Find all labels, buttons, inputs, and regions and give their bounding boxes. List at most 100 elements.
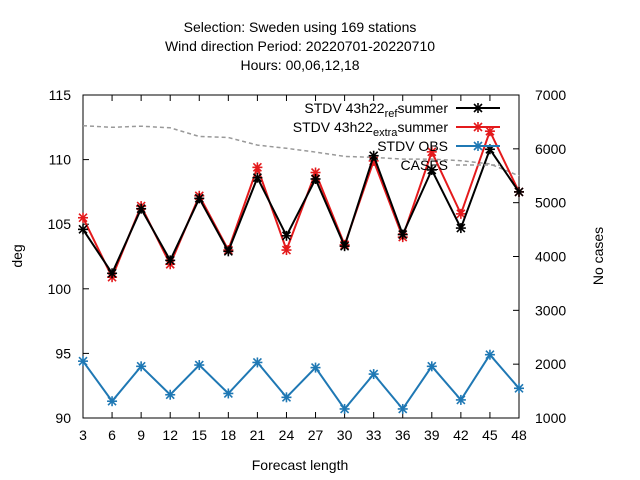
x-tick-label: 18	[221, 427, 237, 443]
legend-swatch-marker	[473, 122, 483, 132]
legend-entry: STDV 43h22extrasummer	[293, 119, 500, 139]
x-tick-label: 12	[162, 427, 178, 443]
legend-swatch-marker	[473, 103, 483, 113]
legend-label-part: summer	[397, 100, 448, 116]
data-point	[455, 208, 466, 219]
plot-frame	[82, 94, 520, 419]
x-tick-label: 48	[511, 427, 527, 443]
data-point	[426, 146, 437, 157]
data-point	[107, 268, 118, 279]
y-axis-label: deg	[9, 244, 25, 267]
x-tick-label: 30	[337, 427, 353, 443]
data-point	[136, 203, 147, 214]
series-line	[82, 128, 520, 280]
y2-tick-label: 5000	[535, 195, 566, 211]
title-line-3: Hours: 00,06,12,18	[240, 57, 359, 73]
legend-label-part: ref	[385, 108, 399, 120]
data-point	[252, 162, 263, 173]
data-point	[339, 403, 350, 414]
y-tick-label: 90	[55, 410, 71, 426]
data-point	[281, 392, 292, 403]
y-tick-label: 95	[55, 345, 71, 361]
data-point	[426, 164, 437, 175]
y-tick-label: 100	[48, 281, 72, 297]
x-tick-label: 33	[366, 427, 382, 443]
data-point	[514, 383, 524, 394]
legend-label-part: STDV 43h22	[293, 119, 373, 135]
series-3	[82, 124, 520, 177]
y2-tick-label: 6000	[535, 141, 566, 157]
legend-label: STDV 43h22refsummer	[304, 100, 448, 120]
data-point	[368, 150, 379, 161]
data-point	[223, 388, 234, 399]
series-2	[78, 349, 524, 414]
data-point	[310, 362, 321, 373]
legend-label-part: STDV 43h22	[304, 100, 384, 116]
y-tick-label: 110	[49, 152, 72, 168]
y2-tick-label: 1000	[535, 410, 566, 426]
x-tick-label: 36	[395, 427, 411, 443]
data-point	[136, 361, 147, 372]
y2-tick-label: 2000	[535, 356, 566, 372]
data-point	[78, 356, 88, 367]
data-point	[223, 246, 234, 257]
x-tick-label: 15	[191, 427, 207, 443]
data-point	[78, 224, 88, 235]
series-0	[78, 144, 524, 279]
legend-entry: STDV 43h22refsummer	[304, 100, 500, 120]
series-line	[82, 353, 520, 411]
chart-title: Selection: Sweden using 169 stations Win…	[165, 19, 435, 73]
legend-label: STDV OBS	[377, 138, 448, 154]
series-layer	[78, 124, 524, 414]
x-tick-label: 3	[79, 427, 87, 443]
title-line-2: Wind direction Period: 20220701-20220710	[165, 38, 435, 54]
data-point	[252, 172, 263, 183]
data-point	[165, 255, 176, 266]
data-point	[397, 229, 408, 240]
legend-swatch-marker	[473, 141, 483, 151]
axes: 3 6 9 12 15 18 21 24 27 30 33 36 39 42 45 4890951001051…	[48, 87, 567, 443]
data-point	[107, 396, 118, 407]
y2-tick-label: 4000	[535, 249, 566, 265]
x-tick-label: 9	[137, 427, 145, 443]
legend-entry: STDV OBS	[377, 138, 500, 154]
x-tick-label: 45	[482, 427, 498, 443]
x-tick-label: 6	[108, 427, 116, 443]
data-point	[194, 360, 205, 371]
data-point	[455, 223, 466, 234]
series-line	[82, 147, 520, 276]
data-point	[78, 212, 88, 223]
x-axis-label: Forecast length	[252, 457, 349, 473]
data-point	[252, 357, 263, 368]
data-point	[484, 349, 495, 360]
legend-label: CASES	[401, 157, 448, 173]
data-point	[165, 389, 176, 400]
x-tick-label: 24	[279, 427, 295, 443]
data-point	[310, 173, 321, 184]
data-point	[426, 361, 437, 372]
data-point	[281, 230, 292, 241]
data-point	[397, 403, 408, 414]
title-line-1: Selection: Sweden using 169 stations	[184, 19, 417, 35]
x-tick-label: 21	[250, 427, 266, 443]
x-tick-label: 27	[308, 427, 324, 443]
legend-label-part: STDV OBS	[377, 138, 448, 154]
data-point	[514, 186, 524, 197]
data-point	[194, 193, 205, 204]
data-point	[339, 241, 350, 252]
x-tick-label: 39	[424, 427, 440, 443]
series-line	[82, 124, 520, 177]
y2-tick-label: 7000	[535, 87, 566, 103]
y2-tick-label: 3000	[535, 302, 566, 318]
data-point	[281, 245, 292, 256]
data-point	[455, 394, 466, 405]
data-point	[368, 369, 379, 380]
legend-label-part: CASES	[401, 157, 448, 173]
x-tick-label: 42	[453, 427, 469, 443]
y2-axis-label: No cases	[590, 227, 606, 285]
y-tick-label: 115	[49, 87, 72, 103]
legend-label: STDV 43h22extrasummer	[293, 119, 449, 139]
legend-label-part: extra	[373, 127, 398, 139]
